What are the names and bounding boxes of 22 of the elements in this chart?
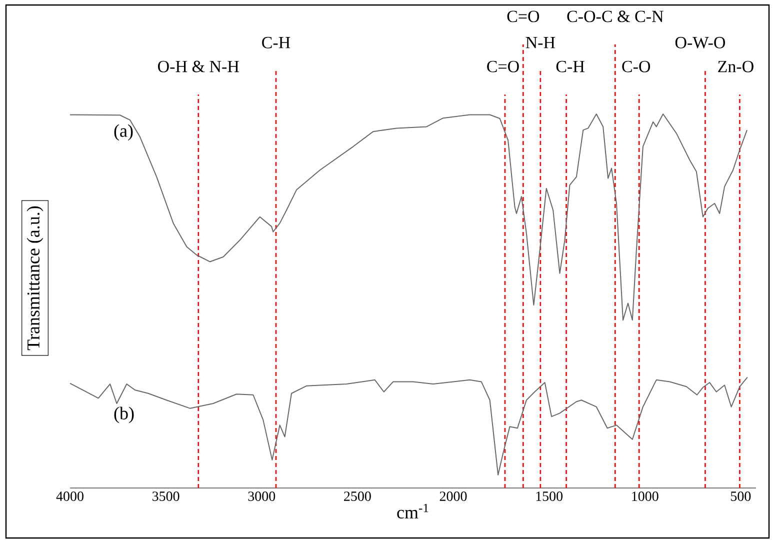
ref-line-label: C=O: [507, 10, 540, 22]
series-label: (a): [114, 124, 133, 141]
ref-line-label: C-O-C & C-N: [567, 10, 664, 22]
x-tick-label: 1000: [632, 492, 658, 501]
series-label: (b): [114, 406, 134, 424]
x-tick-label: 3000: [248, 492, 276, 501]
x-tick-label: 3500: [152, 492, 180, 501]
x-tick-label: 1500: [536, 492, 563, 501]
ref-line-label: N-H: [526, 37, 556, 48]
x-tick-label: 500: [730, 492, 751, 501]
ref-line-label: Zn-O: [718, 60, 754, 72]
ref-line-label: C=O: [487, 60, 519, 72]
y-axis-title: Transmittance (a.u.): [26, 206, 44, 350]
x-tick-label: 2500: [344, 492, 371, 501]
x-tick-label: 4000: [56, 492, 84, 501]
ref-line-label: O-W-O: [675, 36, 726, 48]
ref-line-label: O-H & N-H: [158, 60, 239, 72]
ref-line-label: C-H: [556, 60, 584, 72]
ref-line-label: C-O: [622, 60, 650, 72]
x-axis-title: cm$^{-1}$: [397, 504, 428, 519]
ref-line-label: C-H: [262, 36, 290, 48]
x-tick-label: 2000: [440, 492, 467, 501]
